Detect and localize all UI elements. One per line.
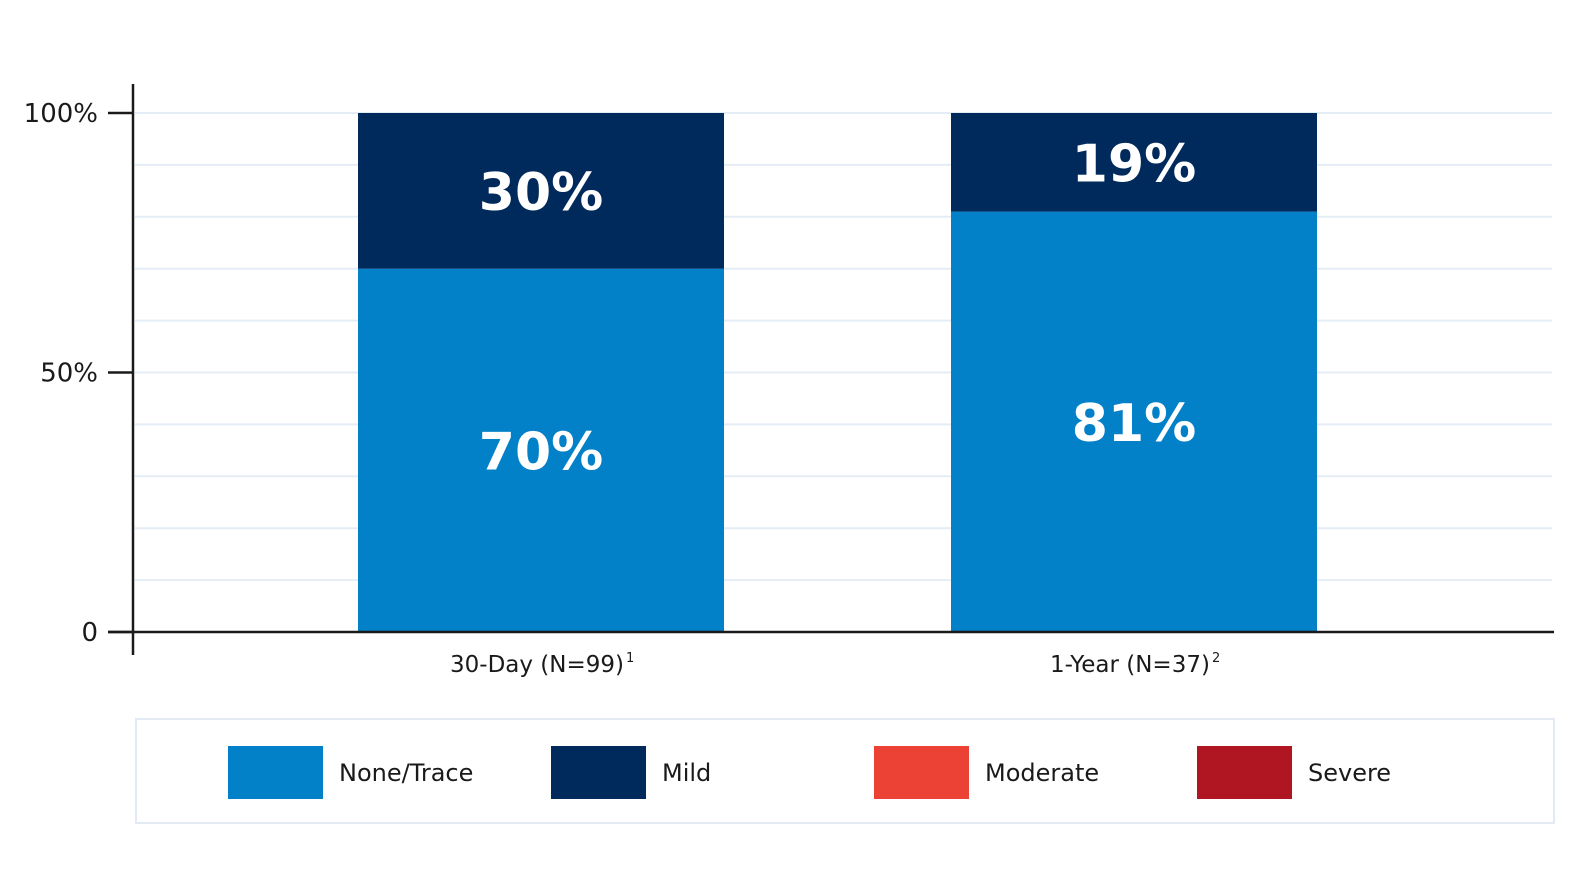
legend-swatch: [551, 746, 646, 799]
bar-data-label: 19%: [1072, 134, 1196, 194]
gridlines: [135, 112, 1552, 582]
x-category-superscript: 2: [1212, 651, 1220, 666]
legend-label: Mild: [662, 759, 711, 787]
legend-label: None/Trace: [339, 759, 473, 787]
bar-segment: [358, 113, 724, 269]
y-tick-label: 0: [81, 618, 98, 648]
legend: None/Trace Mild Moderate Severe: [135, 718, 1555, 824]
legend-box: [135, 718, 1555, 824]
legend-swatch: [228, 746, 323, 799]
bars: 70% 30% 81% 19%: [358, 113, 1317, 633]
x-category-label: 1-Year (N=37): [1050, 652, 1210, 678]
x-tick-labels: 30-Day (N=99) 1 1-Year (N=37) 2: [450, 651, 1220, 678]
x-category-label: 30-Day (N=99): [450, 652, 624, 678]
legend-swatch: [1197, 746, 1292, 799]
legend-label: Severe: [1308, 759, 1391, 787]
axes: [108, 84, 1554, 655]
bar-data-label: 70%: [479, 422, 603, 482]
bar-data-label: 81%: [1072, 394, 1196, 454]
bar-segment: [951, 211, 1317, 633]
legend-swatch: [874, 746, 969, 799]
bar-segment: [358, 268, 724, 632]
x-category-superscript: 1: [626, 651, 634, 666]
y-tick-labels: 0 50% 100%: [24, 99, 133, 648]
y-tick-label: 50%: [40, 359, 98, 389]
bar-data-label: 30%: [479, 163, 603, 223]
y-tick-label: 100%: [24, 99, 98, 129]
bar-segment: [951, 113, 1317, 212]
legend-label: Moderate: [985, 759, 1099, 787]
